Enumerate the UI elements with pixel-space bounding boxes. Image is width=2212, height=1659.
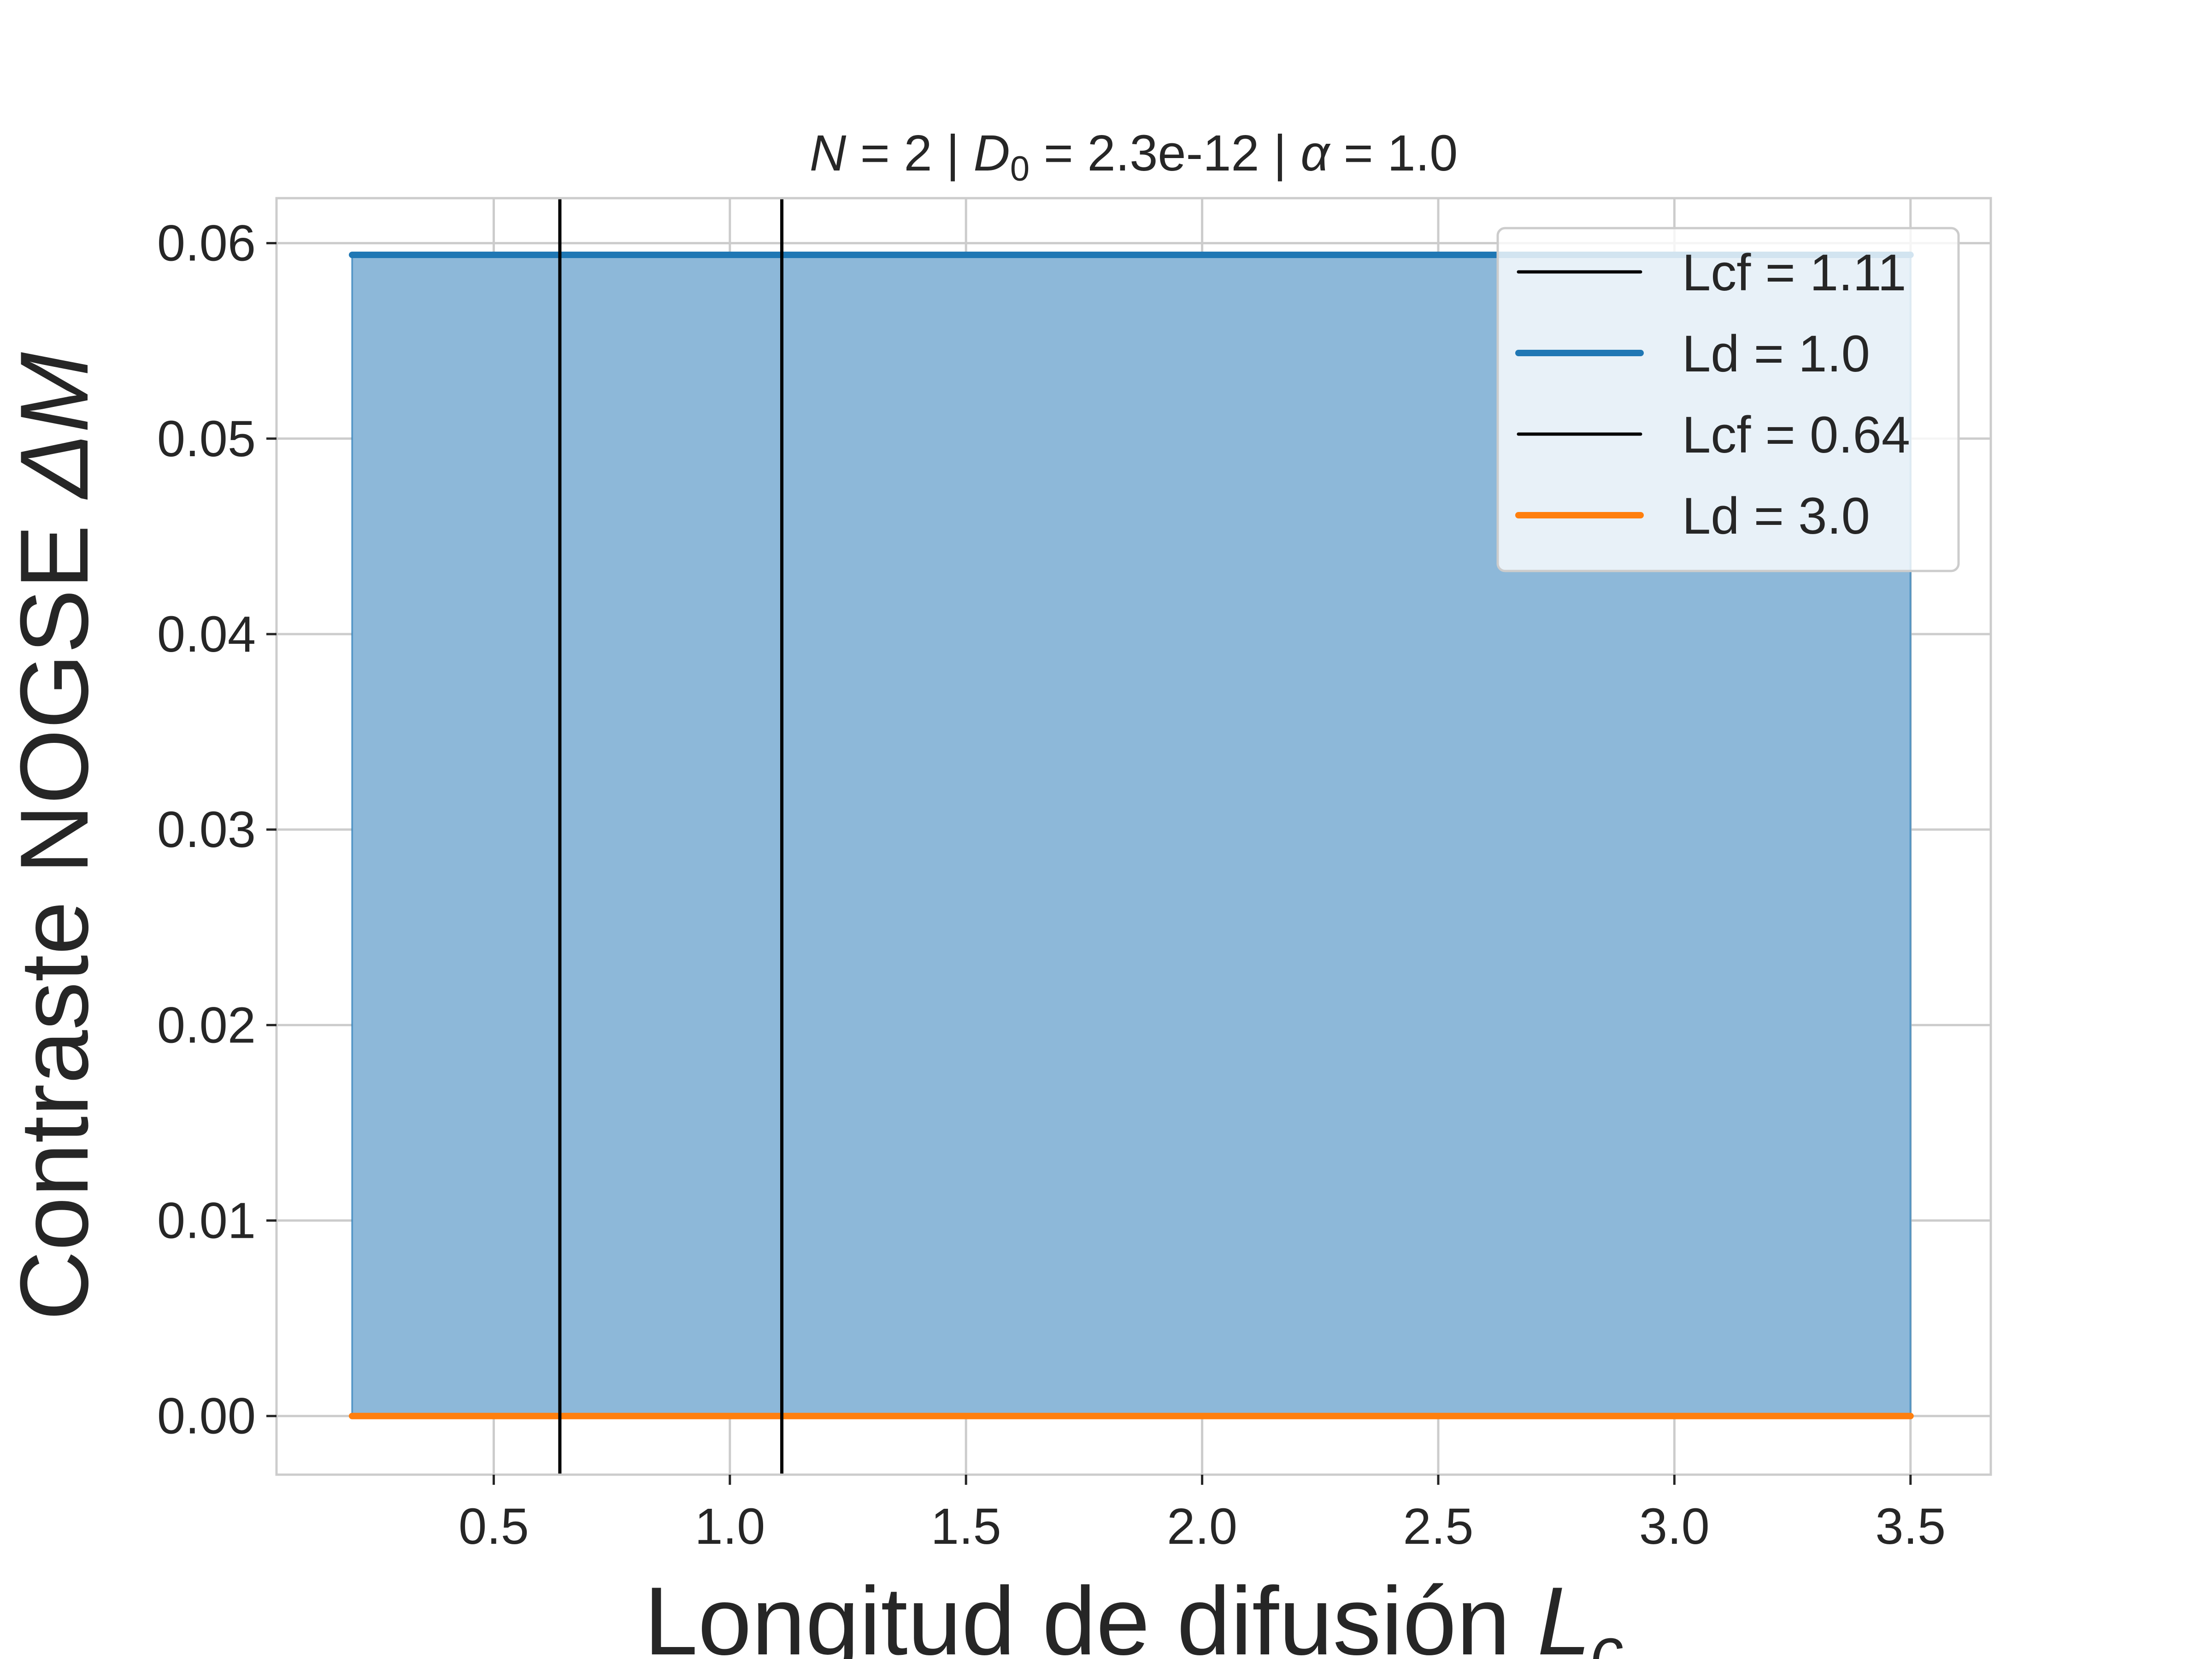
legend-label: Ld = 1.0	[1682, 325, 1870, 382]
ticks: 0.5 1.0 1.5 2.0 2.5 3.0 3.5 0.00 0.01 0.02 0.03 0.0…	[157, 215, 1946, 1555]
title-d-value: = 2.3e-12 |	[1030, 125, 1300, 182]
x-tick-label: 2.5	[1403, 1498, 1474, 1555]
x-axis-label-text: Longitud de difusión	[644, 1567, 1537, 1659]
legend-label: Lcf = 1.11	[1682, 244, 1906, 301]
legend-box	[1496, 227, 1960, 572]
x-tick-label: 3.5	[1875, 1498, 1946, 1555]
chart-title: N = 2 | D0 = 2.3e-12 | α = 1.0	[810, 125, 1458, 188]
x-tick-label: 3.0	[1639, 1498, 1710, 1555]
title-d-symbol: D	[973, 125, 1010, 182]
x-tick-label: 1.5	[931, 1498, 1001, 1555]
y-axis-label: Contraste NOGSE ΔM	[0, 352, 108, 1321]
x-tick-label: 0.5	[459, 1498, 529, 1555]
x-axis-label-symbol: L	[1537, 1567, 1591, 1659]
y-tick-label: 0.00	[157, 1388, 256, 1445]
title-alpha-symbol: α	[1300, 125, 1331, 182]
y-tick-label: 0.01	[157, 1193, 256, 1249]
y-tick-label: 0.06	[157, 215, 256, 272]
x-axis-label: Longitud de difusión Lc	[644, 1567, 1624, 1659]
title-n-symbol: N	[810, 125, 847, 182]
y-axis-label-symbol: ΔM	[0, 352, 108, 500]
title-d-subscript: 0	[1010, 149, 1030, 188]
plot-frame	[275, 197, 1992, 1476]
y-axis-label-text: Contraste NOGSE	[0, 498, 108, 1321]
title-n-value: = 2 |	[846, 125, 973, 182]
y-tick-label: 0.02	[157, 997, 256, 1053]
x-axis-label-subscript: c	[1591, 1614, 1624, 1659]
legend-label: Ld = 3.0	[1682, 487, 1870, 545]
y-tick-label: 0.05	[157, 411, 256, 467]
title-alpha-value: = 1.0	[1330, 125, 1458, 182]
legend: Lcf = 1.11 Ld = 1.0 Lcf = 0.64 Ld = 3.0	[1496, 227, 1960, 572]
x-tick-label: 1.0	[694, 1498, 765, 1555]
y-tick-label: 0.04	[157, 606, 256, 663]
x-tick-label: 2.0	[1167, 1498, 1237, 1555]
legend-label: Lcf = 0.64	[1682, 406, 1910, 464]
y-tick-label: 0.03	[157, 801, 256, 858]
